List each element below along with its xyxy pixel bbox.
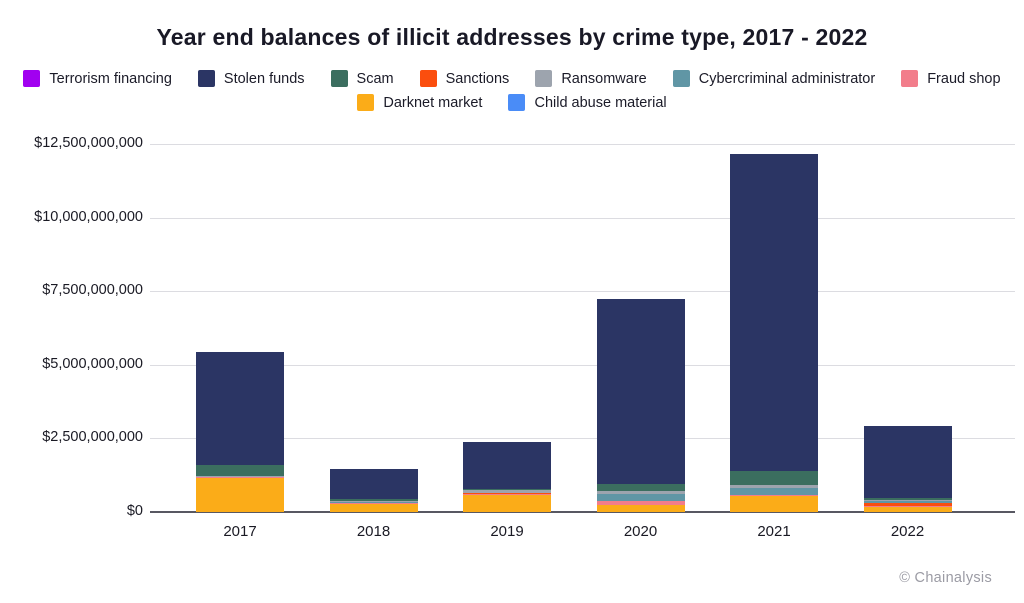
legend-row-1: Terrorism financing Stolen funds Scam Sanct… <box>0 70 1024 87</box>
legend-swatch-scam <box>330 70 348 87</box>
bar-segment-fraud-shop-2017 <box>196 476 284 478</box>
bar-segment-darknet-market-2018 <box>329 503 418 512</box>
gridline <box>150 217 1015 219</box>
bar-segment-darknet-market-2019 <box>463 494 551 512</box>
legend-row-2: Darknet market Child abuse material <box>0 94 1024 111</box>
legend-label: Child abuse material <box>534 94 667 111</box>
bar-segment-scam-2022 <box>863 498 952 501</box>
bar-segment-cybercriminal-administrator-2020 <box>596 493 685 501</box>
legend-swatch-darknet-market <box>357 94 375 111</box>
x-axis-label-2022: 2022 <box>890 523 925 540</box>
y-axis-tick-label: $0 <box>126 503 143 519</box>
bar-segment-stolen-funds-2017 <box>196 351 284 465</box>
bar-segment-stolen-funds-2021 <box>730 154 818 472</box>
legend-item-child-abuse-material: Child abuse material <box>508 94 667 111</box>
x-axis-label-2017: 2017 <box>223 523 257 540</box>
legend-item-darknet-market: Darknet market <box>357 94 482 111</box>
legend-item-scam: Scam <box>330 70 394 87</box>
legend-label: Sanctions <box>445 70 510 87</box>
bar-segment-darknet-market-2017 <box>196 477 284 512</box>
bar-segment-scam-2017 <box>196 464 284 477</box>
legend-label: Ransomware <box>561 70 647 87</box>
bar-segment-scam-2018 <box>329 498 418 501</box>
legend-swatch-stolen-funds <box>197 70 215 87</box>
bar-segment-darknet-market-2022 <box>863 506 952 512</box>
legend-swatch-fraud-shop <box>901 70 919 87</box>
legend: Terrorism financing Stolen funds Scam Sanct… <box>0 70 1024 118</box>
bar-segment-stolen-funds-2018 <box>329 468 418 499</box>
legend-swatch-ransomware <box>535 70 553 87</box>
bar-segment-sanctions-2019 <box>463 493 551 495</box>
bar-segment-fraud-shop-2020 <box>596 500 685 505</box>
credit-text: © Chainalysis <box>899 570 992 586</box>
bar-segment-cybercriminal-administrator-2022 <box>863 500 952 503</box>
bar-segment-ransomware-2019 <box>463 489 551 494</box>
bar-segment-cybercriminal-administrator-2021 <box>730 488 818 496</box>
bar-segment-ransomware-2017 <box>196 476 284 477</box>
bar-segment-stolen-funds-2022 <box>863 425 952 499</box>
legend-item-terrorism-financing: Terrorism financing <box>23 70 172 87</box>
bar-segment-stolen-funds-2019 <box>463 442 551 490</box>
gridline <box>150 364 1015 366</box>
bar-segment-fraud-shop-2021 <box>730 495 818 497</box>
x-axis-label-2020: 2020 <box>623 523 658 540</box>
x-axis-line <box>150 511 1015 513</box>
bar-segment-fraud-shop-2022 <box>863 506 952 507</box>
legend-label: Fraud shop <box>927 70 1001 87</box>
x-axis-label-2021: 2021 <box>757 523 791 540</box>
bar-segment-cybercriminal-administrator-2018 <box>329 501 418 504</box>
legend-item-fraud-shop: Fraud shop <box>901 70 1001 87</box>
legend-label: Scam <box>356 70 394 87</box>
bar-segment-ransomware-2018 <box>329 500 418 502</box>
y-axis-tick-label: $10,000,000,000 <box>34 208 143 225</box>
legend-item-sanctions: Sanctions <box>419 70 510 87</box>
legend-label: Terrorism financing <box>49 70 172 87</box>
legend-swatch-sanctions <box>419 70 437 87</box>
x-axis-label-2019: 2019 <box>490 523 524 540</box>
y-axis-tick-label: $12,500,000,000 <box>34 135 143 151</box>
bar-segment-fraud-shop-2019 <box>463 494 551 495</box>
x-axis-label-2018: 2018 <box>356 523 391 540</box>
legend-label: Cybercriminal administrator <box>698 70 876 87</box>
gridline <box>150 144 1015 145</box>
chart-title: Year end balances of illicit addresses b… <box>156 24 868 50</box>
legend-item-ransomware: Ransomware <box>535 70 647 87</box>
bar-segment-sanctions-2022 <box>863 502 952 507</box>
bar-segment-scam-2021 <box>730 471 818 485</box>
gridline <box>150 438 1015 440</box>
y-axis-tick-label: $7,500,000,000 <box>42 282 143 299</box>
bar-segment-darknet-market-2020 <box>596 504 685 512</box>
bar-segment-ransomware-2022 <box>863 500 952 501</box>
bar-segment-ransomware-2020 <box>596 490 685 494</box>
legend-swatch-terrorism-financing <box>23 70 41 87</box>
bar-segment-scam-2019 <box>463 489 551 490</box>
legend-label: Darknet market <box>383 94 483 111</box>
bar-segment-darknet-market-2021 <box>730 496 818 512</box>
legend-label: Stolen funds <box>223 70 305 87</box>
legend-swatch-cybercriminal-administrator <box>672 70 690 87</box>
legend-swatch-child-abuse-material <box>508 94 526 111</box>
bar-segment-ransomware-2021 <box>730 484 818 489</box>
legend-item-stolen-funds: Stolen funds <box>197 70 305 87</box>
gridline <box>150 291 1015 293</box>
y-axis-tick-label: $2,500,000,000 <box>42 429 143 446</box>
y-axis-tick-label: $5,000,000,000 <box>42 355 143 372</box>
bar-segment-stolen-funds-2020 <box>596 298 685 485</box>
legend-item-cybercriminal-administrator: Cybercriminal administrator <box>672 70 876 87</box>
bar-segment-scam-2020 <box>596 484 685 491</box>
